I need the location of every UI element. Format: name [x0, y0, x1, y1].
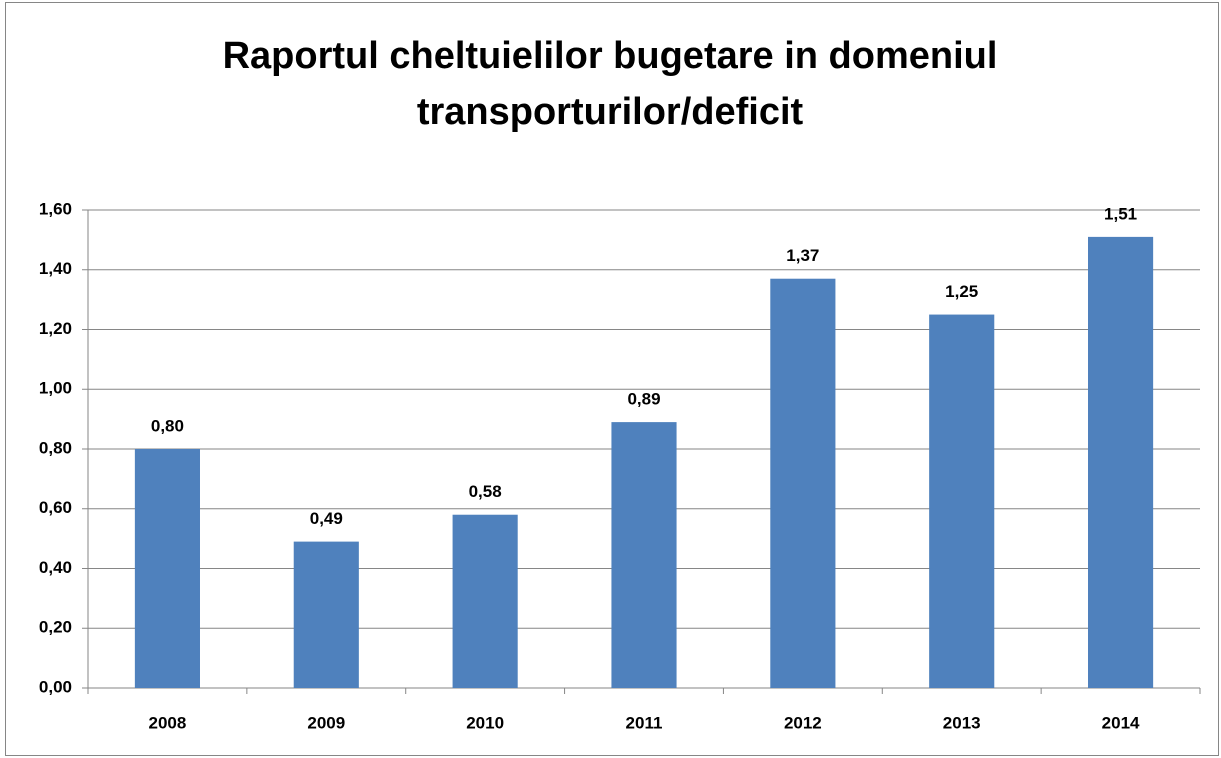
x-tick-label: 2013 [943, 713, 981, 732]
y-tick-label: 0,40 [39, 558, 72, 577]
x-tick-label: 2009 [307, 713, 345, 732]
bar [293, 541, 359, 688]
data-label: 1,51 [1104, 204, 1137, 223]
data-label: 0,49 [310, 509, 343, 528]
data-label: 1,37 [786, 246, 819, 265]
bar [1088, 236, 1154, 688]
bar [452, 514, 518, 688]
y-tick-label: 0,00 [39, 677, 72, 696]
y-tick-label: 0,20 [39, 618, 72, 637]
x-tick-label: 2011 [626, 713, 663, 732]
data-label: 1,25 [945, 282, 978, 301]
bar [611, 422, 677, 688]
data-label: 0,58 [469, 482, 502, 501]
y-tick-label: 1,00 [39, 379, 72, 398]
x-tick-label: 2008 [149, 713, 187, 732]
x-tick-label: 2014 [1102, 713, 1140, 732]
data-label: 0,89 [627, 390, 660, 409]
chart-frame [5, 2, 1219, 756]
y-tick-label: 0,60 [39, 498, 72, 517]
bar [770, 278, 836, 688]
data-label: 0,80 [151, 416, 184, 435]
x-tick-label: 2012 [784, 713, 822, 732]
bar [929, 314, 995, 688]
chart-title: Raportul cheltuielilor bugetare in domen… [222, 35, 998, 133]
bar [134, 449, 200, 688]
y-tick-label: 1,20 [39, 319, 72, 338]
y-tick-label: 1,60 [39, 199, 72, 218]
y-tick-label: 0,80 [39, 438, 72, 457]
y-tick-label: 1,40 [39, 259, 72, 278]
x-tick-label: 2010 [466, 713, 504, 732]
